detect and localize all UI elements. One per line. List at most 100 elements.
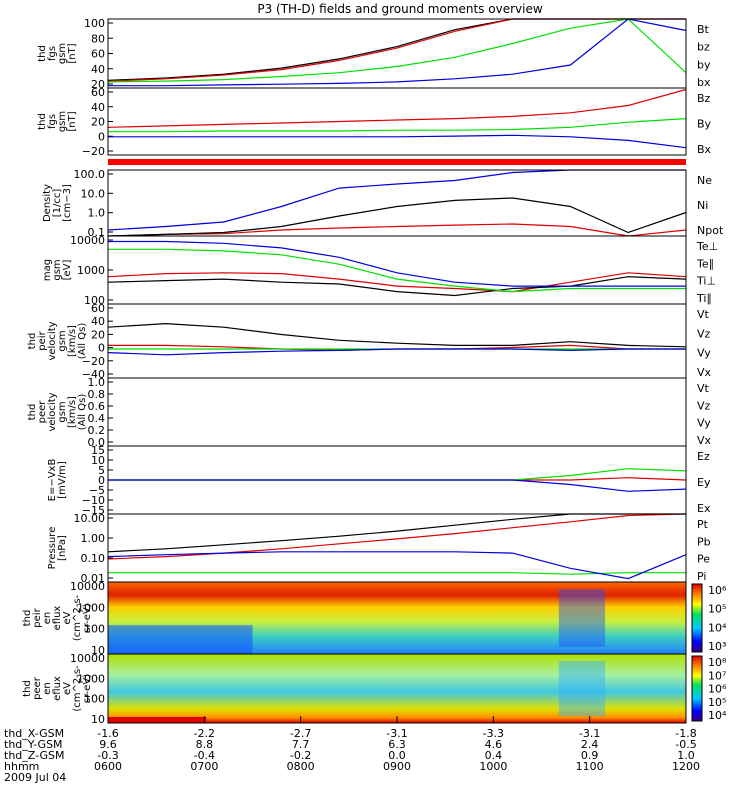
series-line-Te⊥ (107, 272, 687, 293)
x-tick-label: -3.3 (483, 727, 504, 740)
y-tick-label: 0.1 (88, 226, 106, 239)
y-tick-label: 0.01 (81, 572, 106, 585)
colorbar-tick-label: 10⁸ (708, 656, 727, 669)
panel-peer-velocity: 1.00.80.60.40.20.0 thd peer velocity gsm [km/… (27, 376, 712, 449)
y-tick-label: −40 (82, 368, 105, 381)
y-tick-label: 1000 (77, 264, 105, 277)
series-line-bz (107, 18, 686, 82)
x-tick-label: 7.7 (292, 738, 310, 751)
y-tick-label: 100 (84, 17, 105, 30)
x-tick-label: 0.0 (388, 749, 406, 762)
x-tick-label: -0.2 (290, 749, 311, 762)
legend-entry: Te⊥ (696, 240, 718, 253)
y-axis-label: [km/s] (67, 396, 78, 428)
y-axis-label: velocity (47, 392, 58, 431)
y-tick-label: 100 (84, 623, 105, 636)
y-axis-label: [cm−3] (62, 184, 73, 222)
y-axis-label: thd (22, 610, 33, 627)
x-row-label-date: 2009 Jul 04 (4, 771, 66, 784)
x-axis-labels: thd_X-GSM thd_Y-GSM thd_Z-GSM hhmm 2009 … (4, 727, 66, 784)
y-tick-label: −10 (82, 494, 105, 507)
colorbar-tick-label: 10⁴ (708, 621, 727, 634)
legend-entry: Pe (697, 553, 710, 566)
y-tick-label: 0 (98, 342, 105, 355)
y-axis-label: (cm^2-s- (72, 665, 83, 712)
y-tick-label: 1000 (77, 672, 105, 685)
colorbar (691, 655, 703, 722)
y-tick-label: 1.0 (88, 207, 106, 220)
y-tick-label: 100.0 (74, 168, 106, 181)
series-line-Pe (108, 572, 686, 575)
y-tick-label: 10 (91, 713, 105, 726)
colorbar-tick-label: 10⁵ (708, 696, 726, 709)
series-line-Ti⊥ (108, 240, 686, 287)
y-tick-label: 60 (91, 86, 105, 99)
legend-entry: Pt (697, 518, 709, 531)
series-line-bx (108, 18, 687, 87)
legend-entry: Vz (697, 399, 711, 412)
y-tick-label: 100 (84, 693, 105, 706)
legend-entry: Bt (697, 23, 710, 36)
panel-density: 100.0 10.0 1.0 0.1 Density [1/cc] [cm−3] Ne Ni Np… (42, 168, 724, 239)
colorbar-tick-label: 10⁶ (708, 683, 727, 696)
x-tick-label: 1000 (479, 760, 507, 773)
panel-peer-spectrogram: 10000 1000 100 10 thd peer en eflux eV (cm^2-s-sr… (22, 652, 727, 726)
panel-frame (107, 303, 687, 379)
x-tick-label: 0800 (287, 760, 315, 773)
legend-entry: Ne (697, 174, 712, 187)
spectrogram-band (558, 660, 606, 717)
x-tick-label: 1.0 (677, 749, 695, 762)
y-tick-label: 60 (91, 48, 105, 61)
y-tick-label: 15 (91, 444, 105, 457)
x-tick-label: 0600 (94, 760, 122, 773)
y-axis-label: sr-eV) (82, 603, 93, 632)
series-line-Ex (108, 479, 687, 492)
colorbar-tick-label: 10⁷ (708, 669, 726, 682)
y-tick-label: 10.00 (74, 512, 106, 525)
y-tick-label: 100 (84, 294, 105, 307)
series-line-Ni (107, 197, 687, 237)
x-tick-label: -2.7 (290, 727, 311, 740)
y-tick-label: 60 (91, 302, 105, 315)
x-axis-ticks: -1.69.6-0.30600-2.28.8-0.40700-2.77.7-0.… (94, 716, 700, 773)
y-tick-label: 0.6 (88, 400, 106, 413)
x-tick-label: -1.8 (675, 727, 696, 740)
y-axis-label: thd (37, 45, 48, 62)
x-tick-label: 6.3 (388, 738, 406, 751)
y-tick-label: −5 (89, 484, 105, 497)
panel-bcomp: 60 40 200 −20 thd fgs gsm [nT] Bz By Bx (37, 86, 712, 165)
y-axis-label: (cm^2-s- (72, 594, 83, 641)
legend-entry: Vy (697, 417, 711, 430)
y-axis-label: gsm (52, 259, 63, 280)
legend-entry: By (697, 118, 712, 131)
colorbar-tick-label: 10⁴ (708, 709, 727, 722)
series-line-Te∥ (107, 276, 687, 297)
y-tick-label: 10000 (70, 580, 105, 593)
y-axis-label: peir (37, 330, 48, 350)
y-tick-label: 0 (98, 130, 105, 143)
y-tick-label: 20 (91, 116, 105, 129)
panel-temperature: 10000 1000 100 mag gsm [eV] Te⊥ Te∥ Ti⊥ Ti∥ (42, 234, 718, 307)
series-line-Pb (107, 513, 687, 560)
y-axis-label: fgs (47, 114, 58, 129)
y-axis-label: fgs (47, 46, 58, 61)
legend-entry: Ti⊥ (696, 275, 716, 288)
x-tick-label: 0700 (190, 760, 218, 773)
x-row-label-x-gsm: thd_X-GSM (4, 727, 64, 740)
x-tick-label: 1100 (576, 760, 604, 773)
panel-frame (107, 87, 687, 156)
y-tick-label: −20 (82, 355, 105, 368)
y-tick-label: 0.2 (88, 424, 106, 437)
spectrogram-band (108, 625, 253, 654)
x-tick-label: -1.6 (97, 727, 118, 740)
legend-entry: bx (697, 76, 711, 89)
y-tick-label: 0.8 (88, 388, 106, 401)
x-tick-label: -3.1 (579, 727, 600, 740)
series-line-Vt (107, 322, 687, 348)
series-line-By (108, 118, 687, 133)
x-tick-label: 0.9 (581, 749, 599, 762)
x-tick-label: 1200 (672, 760, 700, 773)
